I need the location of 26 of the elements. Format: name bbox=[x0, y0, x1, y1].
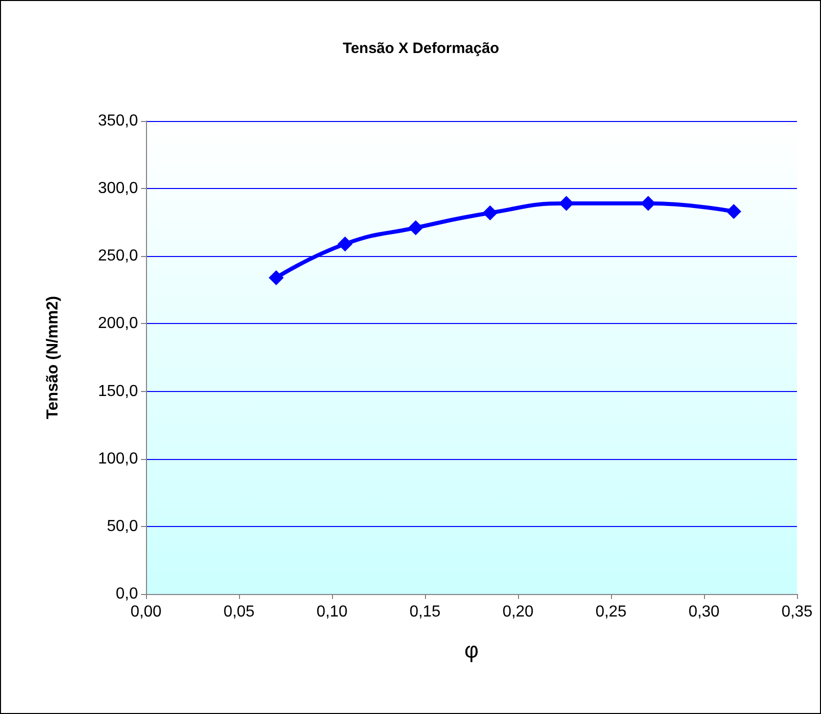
y-tick-label: 0,0 bbox=[116, 586, 138, 602]
y-tick-label: 50,0 bbox=[106, 518, 138, 535]
x-tick-label: 0,30 bbox=[688, 604, 720, 620]
chart-title: Tensão X Deformação bbox=[342, 40, 500, 57]
x-tick-label: 0,15 bbox=[409, 604, 441, 620]
y-tick-label: 150,0 bbox=[98, 382, 138, 400]
y-tick-label: 300,0 bbox=[98, 180, 138, 198]
y-axis-title: Tensão (N/mm2) bbox=[44, 296, 62, 420]
x-tick-label: 0,25 bbox=[595, 604, 627, 620]
y-tick-label: 250,0 bbox=[98, 248, 138, 265]
x-tick-label: 0,00 bbox=[130, 604, 162, 620]
x-tick-label: 0,05 bbox=[223, 604, 255, 620]
point bbox=[268, 270, 284, 286]
point bbox=[338, 236, 353, 252]
point bbox=[558, 196, 574, 211]
y-tick-label: 200,0 bbox=[98, 315, 138, 332]
x-tick-label: 0,20 bbox=[502, 604, 534, 620]
x-tick-label: 0,10 bbox=[316, 604, 348, 620]
y-tick-label: 100,0 bbox=[98, 450, 138, 468]
point bbox=[408, 220, 424, 236]
point bbox=[482, 205, 498, 220]
y-tick-label: 350,0 bbox=[98, 112, 138, 130]
point bbox=[726, 204, 742, 220]
x-tick-label: 0,35 bbox=[781, 604, 813, 620]
point bbox=[640, 196, 656, 211]
x-axis-title: φ bbox=[464, 638, 479, 662]
